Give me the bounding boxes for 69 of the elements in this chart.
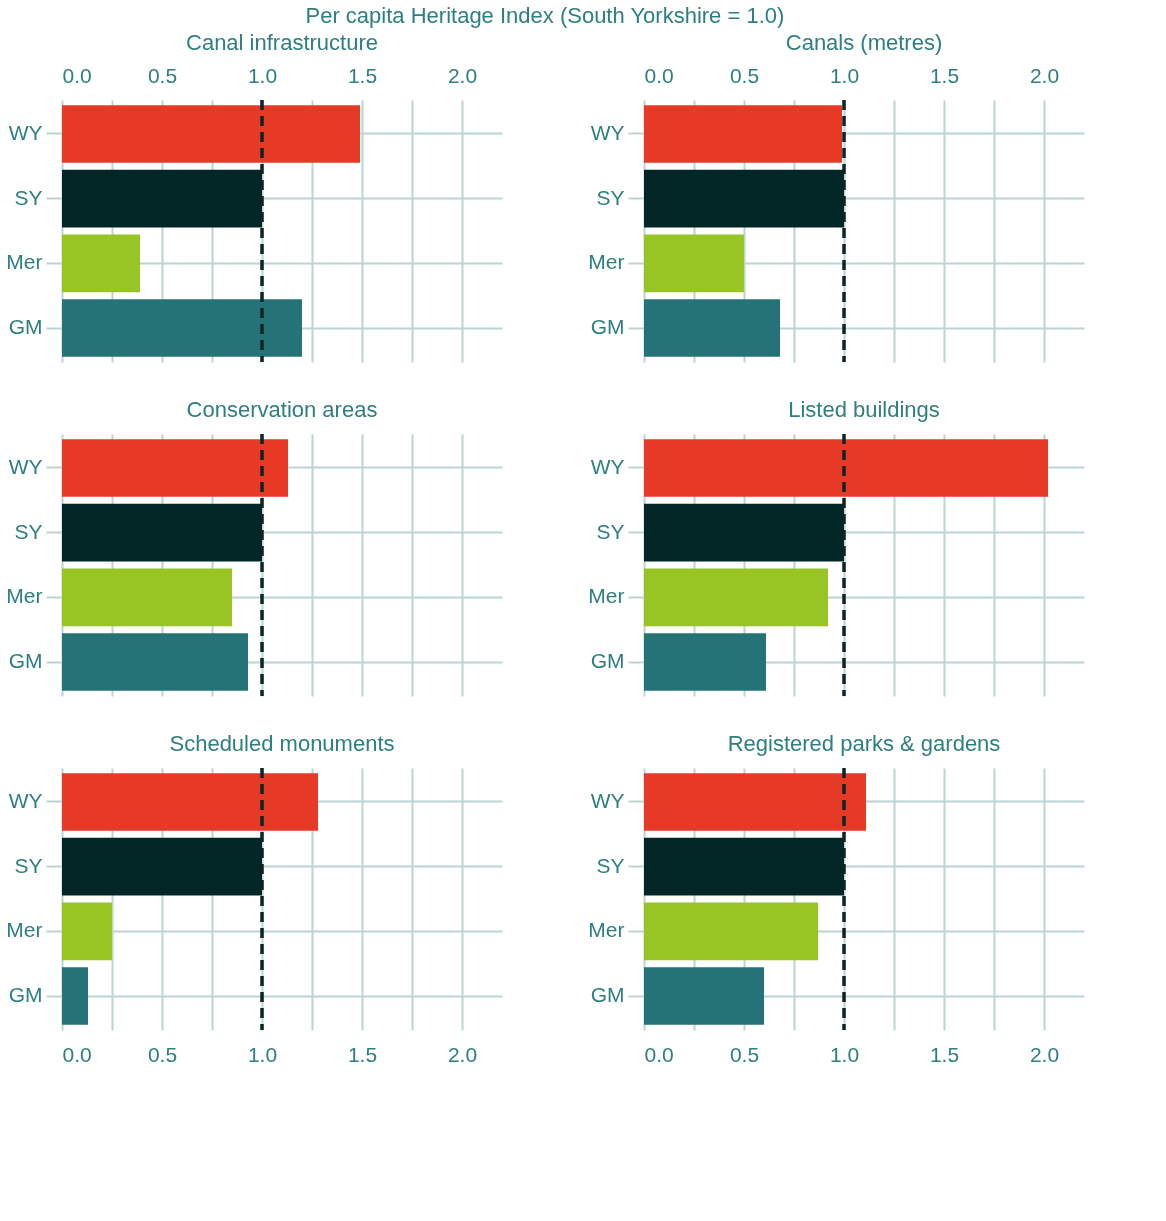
x-tick-label: 0.5 bbox=[729, 1042, 760, 1066]
y-tick-label: WY bbox=[590, 788, 625, 812]
y-tick-label: WY bbox=[8, 454, 43, 478]
x-tick-label: 0.0 bbox=[62, 1042, 92, 1066]
y-tick-label: Mer bbox=[6, 584, 43, 608]
x-tick-label: 0.5 bbox=[147, 1042, 178, 1066]
y-tick-label: WY bbox=[8, 120, 43, 144]
y-tick-label: GM bbox=[590, 649, 625, 673]
y-tick-label: Mer bbox=[588, 918, 625, 942]
bar bbox=[62, 902, 112, 961]
bar bbox=[62, 967, 88, 1025]
bar bbox=[644, 633, 766, 691]
bar bbox=[62, 299, 302, 357]
bar bbox=[62, 105, 360, 163]
y-tick-label: SY bbox=[14, 519, 43, 543]
bar bbox=[644, 234, 744, 293]
y-tick-label: GM bbox=[590, 983, 625, 1007]
x-tick-label: 2.0 bbox=[1029, 63, 1060, 87]
bar bbox=[644, 105, 842, 163]
bar bbox=[62, 633, 248, 691]
y-tick-label: GM bbox=[8, 983, 43, 1007]
bar bbox=[62, 568, 232, 627]
x-tick-label: 1.5 bbox=[347, 1042, 378, 1066]
y-tick-label: Mer bbox=[588, 584, 625, 608]
x-tick-label: 1.0 bbox=[829, 63, 860, 87]
y-tick-label: WY bbox=[590, 454, 625, 478]
x-tick-label: 0.5 bbox=[147, 63, 178, 87]
y-tick-label: SY bbox=[14, 853, 43, 877]
y-tick-label: GM bbox=[8, 649, 43, 673]
bar bbox=[644, 773, 866, 831]
bar bbox=[62, 234, 140, 293]
x-tick-label: 1.5 bbox=[929, 63, 960, 87]
y-tick-label: SY bbox=[596, 519, 625, 543]
y-tick-label: SY bbox=[14, 185, 43, 209]
bar bbox=[644, 902, 818, 961]
chart-title: Canals (metres) bbox=[785, 30, 943, 55]
x-tick-label: 1.0 bbox=[247, 1042, 278, 1066]
x-tick-label: 0.5 bbox=[729, 63, 760, 87]
x-tick-label: 2.0 bbox=[447, 1042, 478, 1066]
y-tick-label: GM bbox=[8, 315, 43, 339]
text: Per capita Heritage Index (South Yorkshire = 1.0) bbox=[305, 3, 785, 28]
x-tick-label: 2.0 bbox=[1029, 1042, 1060, 1066]
x-tick-label: 2.0 bbox=[447, 63, 478, 87]
y-tick-label: SY bbox=[596, 185, 625, 209]
y-tick-label: Mer bbox=[6, 918, 43, 942]
y-tick-label: Mer bbox=[6, 250, 43, 274]
bar bbox=[644, 299, 780, 357]
x-tick-label: 0.0 bbox=[644, 63, 674, 87]
y-tick-label: WY bbox=[590, 120, 625, 144]
y-tick-label: SY bbox=[596, 853, 625, 877]
x-tick-label: 1.0 bbox=[247, 63, 278, 87]
y-tick-label: GM bbox=[590, 315, 625, 339]
bar bbox=[644, 439, 1048, 497]
bar bbox=[62, 773, 318, 831]
x-tick-label: 1.5 bbox=[929, 1042, 960, 1066]
chart-title: Canal infrastructure bbox=[186, 30, 378, 55]
x-tick-label: 1.5 bbox=[347, 63, 378, 87]
bar bbox=[644, 967, 764, 1025]
y-tick-label: Mer bbox=[588, 250, 625, 274]
bar bbox=[644, 568, 828, 627]
chart-title: Listed buildings bbox=[788, 397, 940, 423]
chart-title: Registered parks & gardens bbox=[727, 731, 1001, 757]
x-tick-label: 0.0 bbox=[644, 1042, 674, 1066]
x-tick-label: 1.0 bbox=[829, 1042, 860, 1066]
y-tick-label: WY bbox=[8, 788, 43, 812]
chart-title: Scheduled monuments bbox=[169, 731, 395, 757]
chart-title: Conservation areas bbox=[186, 397, 378, 423]
bar bbox=[62, 439, 288, 497]
x-tick-label: 0.0 bbox=[62, 63, 92, 87]
